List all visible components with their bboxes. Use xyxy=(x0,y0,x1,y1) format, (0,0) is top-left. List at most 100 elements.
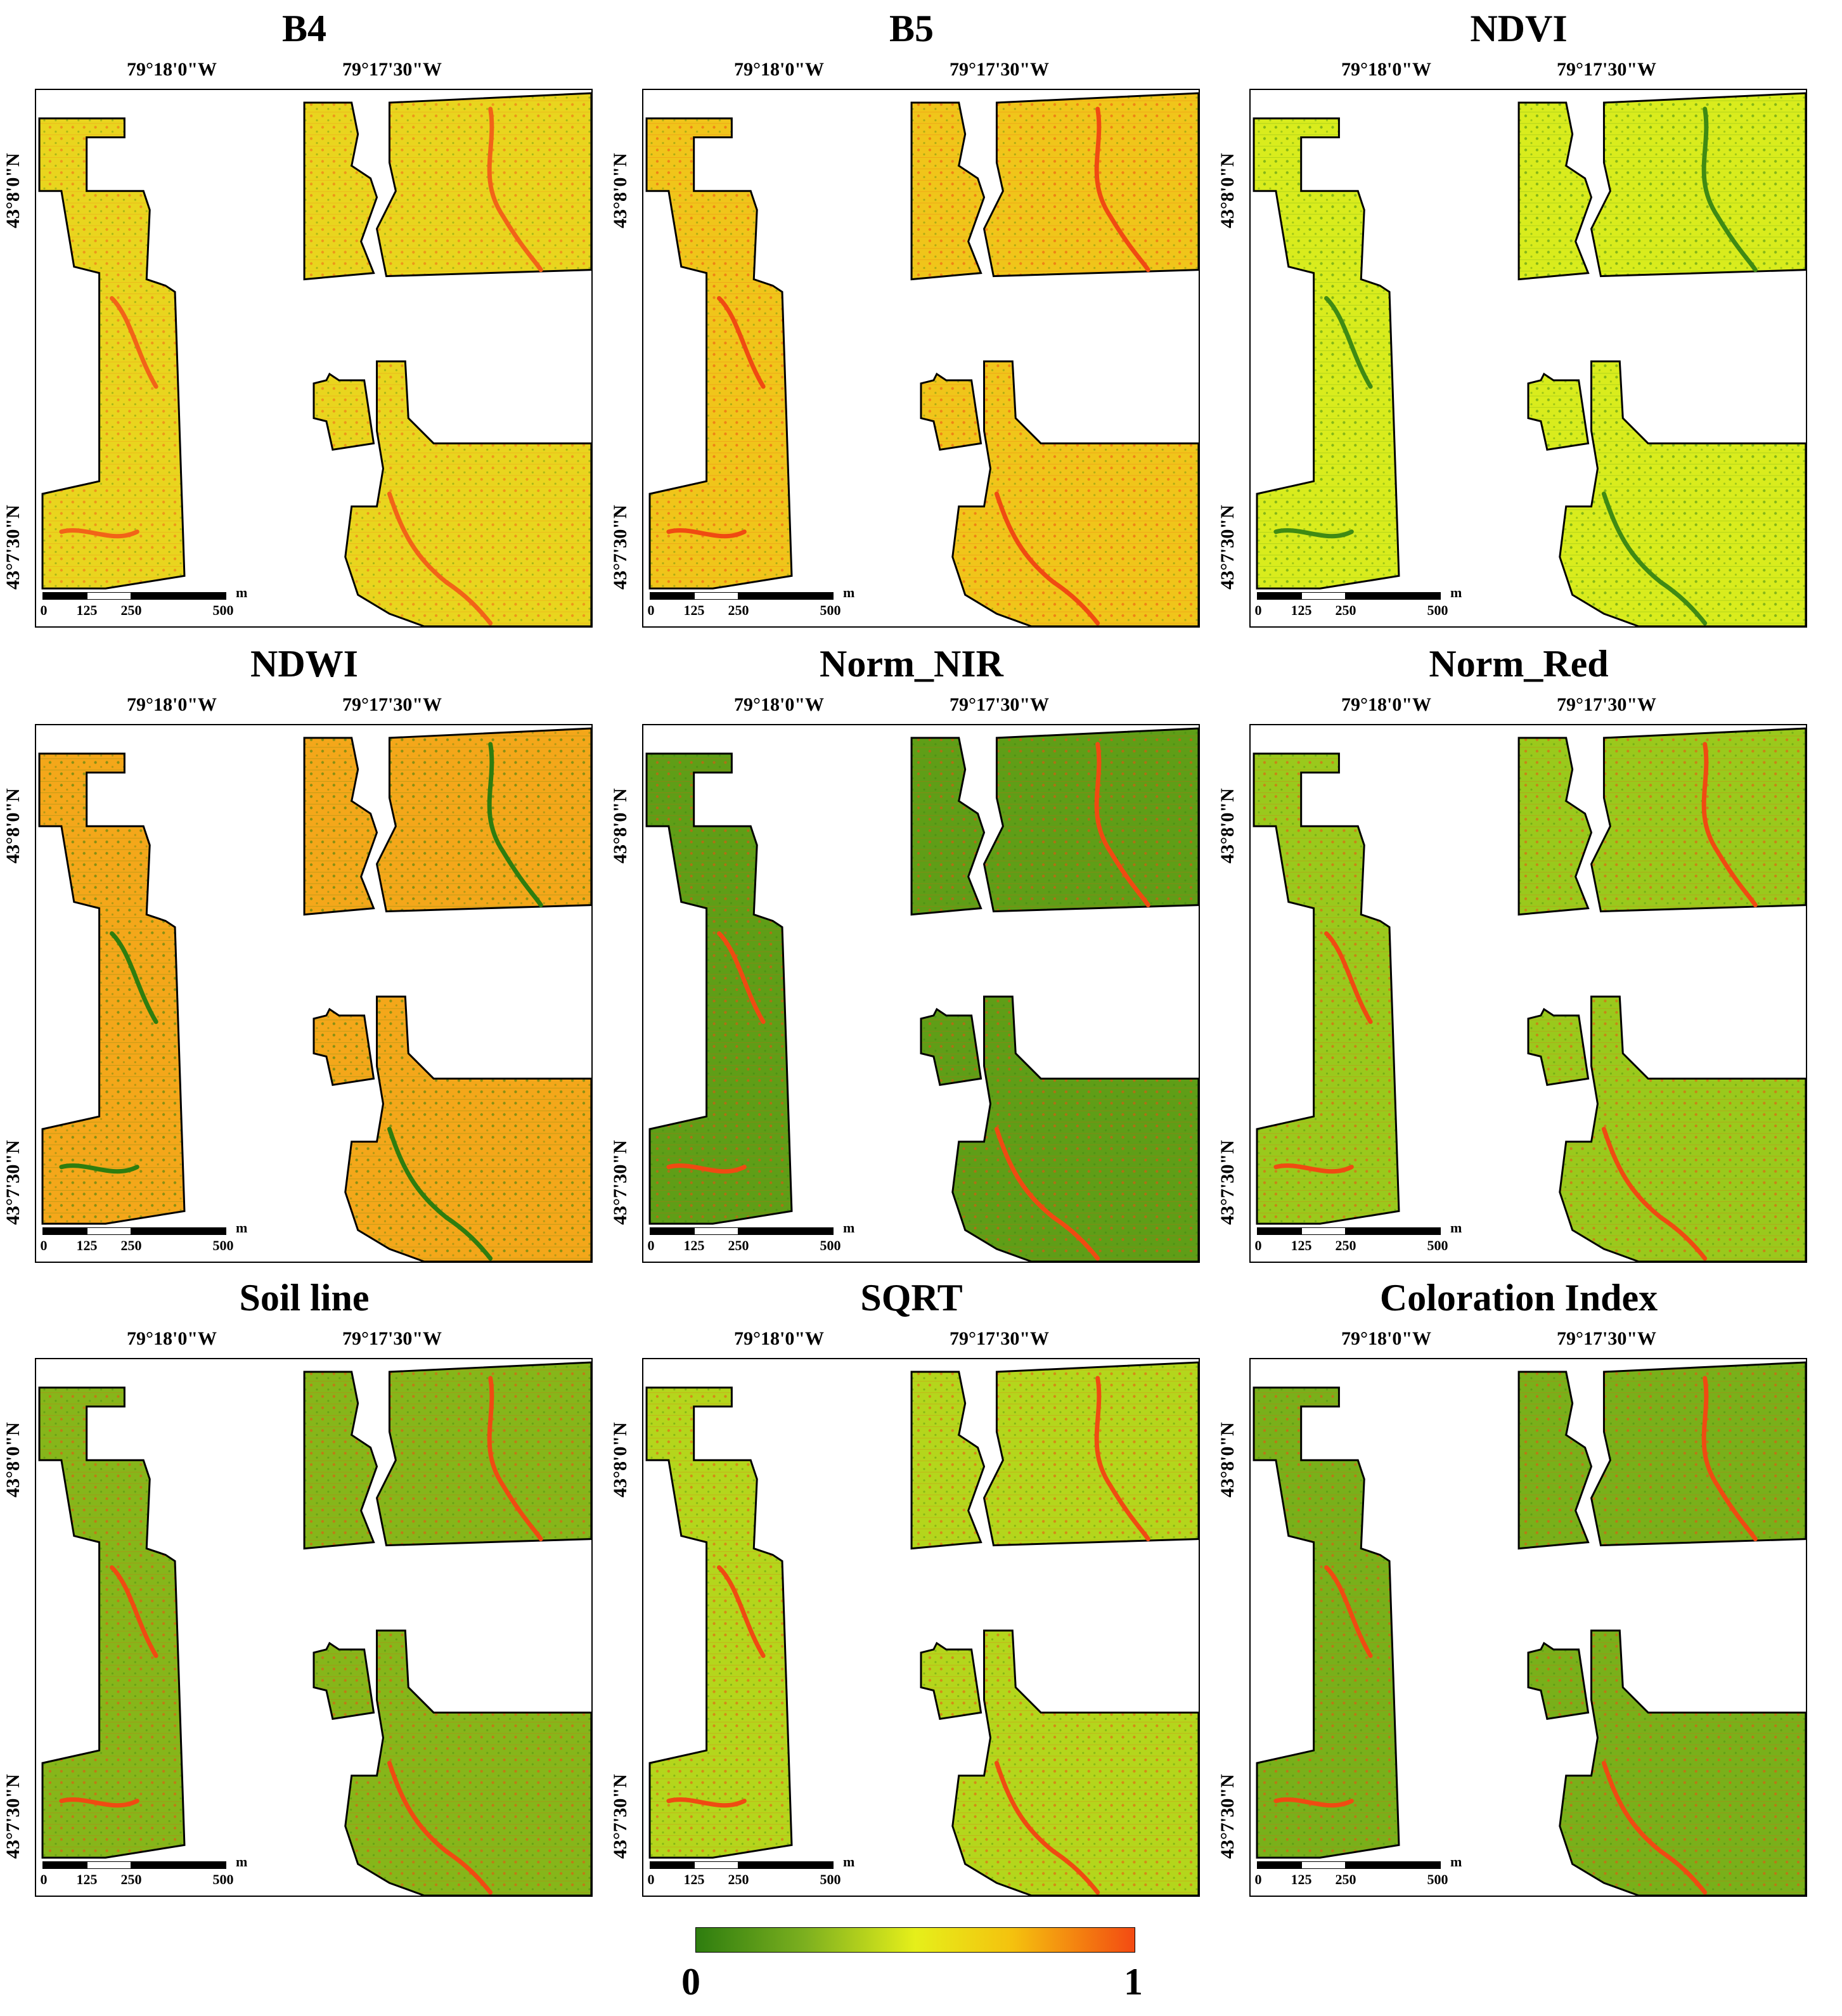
drainage-line xyxy=(1601,1761,1708,1895)
drainage-line xyxy=(1273,528,1354,539)
field-map xyxy=(1253,1361,1806,1896)
scale-tick: 0 xyxy=(40,1871,48,1887)
field-polygon xyxy=(312,1007,375,1087)
drainage-line xyxy=(1324,931,1373,1024)
field-polygon xyxy=(1559,995,1806,1262)
field-polygon xyxy=(1517,737,1593,916)
field-polygon xyxy=(344,360,591,626)
drainage-line xyxy=(387,491,493,626)
map-frame: m 0 125 250 500 xyxy=(1249,89,1807,628)
field-polygon xyxy=(982,727,1199,913)
panel-title: B5 xyxy=(889,8,934,49)
map-panel: SQRT 79°18'0"W 79°17'30"W 43°8'0"N 43°7'… xyxy=(607,1269,1216,1903)
longitude-label: 79°17'30"W xyxy=(1557,59,1656,80)
scale-bar: m 0 125 250 500 xyxy=(1255,1854,1462,1887)
scale-bar: m 0 125 250 500 xyxy=(41,1854,248,1887)
field-polygon xyxy=(375,92,591,278)
field-polygon xyxy=(1527,1007,1590,1087)
latitude-label: 43°7'30"N xyxy=(1217,1140,1238,1225)
field-polygon xyxy=(344,995,591,1262)
panel-title: SQRT xyxy=(860,1277,963,1319)
scale-tick: 125 xyxy=(1291,1237,1312,1253)
field-polygon xyxy=(1517,101,1593,281)
drainage-line xyxy=(1701,742,1758,908)
scale-tick: 250 xyxy=(728,1871,749,1887)
map-panel: NDWI 79°18'0"W 79°17'30"W 43°8'0"N 43°7'… xyxy=(0,635,609,1269)
latitude-label: 43°8'0"N xyxy=(3,788,23,863)
field-polygon xyxy=(1253,117,1400,590)
drainage-line xyxy=(487,1376,543,1542)
drainage-line xyxy=(994,1761,1100,1895)
field-polygon xyxy=(951,360,1199,626)
map-panel: Norm_NIR 79°18'0"W 79°17'30"W 43°8'0"N 4… xyxy=(607,635,1216,1269)
field-polygon xyxy=(645,117,793,590)
scale-tick: 250 xyxy=(120,1237,142,1253)
scale-bar: m 0 125 250 500 xyxy=(41,585,248,618)
latitude-label: 43°7'30"N xyxy=(3,505,23,590)
field-polygon xyxy=(303,737,378,916)
drainage-line xyxy=(1094,1376,1150,1542)
scale-tick: 0 xyxy=(40,602,48,618)
field-map xyxy=(1253,92,1806,626)
scale-tick: 500 xyxy=(1427,1237,1448,1253)
scale-tick: 250 xyxy=(728,1237,749,1253)
field-polygon xyxy=(1559,1629,1806,1896)
field-polygon xyxy=(1527,372,1590,451)
drainage-line xyxy=(666,1797,747,1808)
map-frame: m 0 125 250 500 xyxy=(1249,1358,1807,1897)
colorbar xyxy=(695,1927,1135,1953)
scale-tick: 250 xyxy=(120,602,142,618)
field-polygon xyxy=(1527,1641,1590,1721)
panel-title: Coloration Index xyxy=(1379,1277,1658,1319)
drainage-line xyxy=(717,931,766,1024)
field-polygon xyxy=(1253,753,1400,1225)
field-map xyxy=(38,727,591,1262)
scale-tick: 125 xyxy=(1291,1871,1312,1887)
drainage-line xyxy=(59,1163,139,1174)
longitude-label: 79°18'0"W xyxy=(734,694,824,715)
drainage-line xyxy=(487,107,543,273)
field-map xyxy=(645,1361,1199,1896)
field-polygon xyxy=(1590,727,1806,913)
longitude-label: 79°17'30"W xyxy=(342,59,442,80)
scale-tick: 125 xyxy=(76,1237,98,1253)
map-frame: m 0 125 250 500 xyxy=(35,1358,593,1897)
drainage-line xyxy=(387,1127,493,1261)
longitude-label: 79°17'30"W xyxy=(342,694,442,715)
longitude-label: 79°17'30"W xyxy=(1557,694,1656,715)
drainage-line xyxy=(110,931,158,1024)
scale-tick: 250 xyxy=(1335,1237,1356,1253)
drainage-line xyxy=(994,491,1100,626)
scale-bar: m 0 125 250 500 xyxy=(1255,585,1462,618)
latitude-label: 43°8'0"N xyxy=(3,153,23,228)
latitude-label: 43°7'30"N xyxy=(610,1774,631,1859)
drainage-line xyxy=(110,1565,158,1658)
panel-title: NDWI xyxy=(250,643,358,685)
field-polygon xyxy=(312,372,375,451)
field-map xyxy=(38,1361,591,1896)
scale-tick: 0 xyxy=(647,1871,655,1887)
drainage-line xyxy=(1273,1163,1354,1174)
latitude-label: 43°8'0"N xyxy=(3,1422,23,1497)
field-polygon xyxy=(312,1641,375,1721)
field-polygon xyxy=(303,101,378,281)
scale-unit: m xyxy=(843,1220,855,1236)
longitude-label: 79°17'30"W xyxy=(342,1328,442,1349)
latitude-label: 43°7'30"N xyxy=(610,1140,631,1225)
map-panel: NDVI 79°18'0"W 79°17'30"W 43°8'0"N 43°7'… xyxy=(1214,0,1823,634)
scale-unit: m xyxy=(236,1220,248,1236)
longitude-label: 79°17'30"W xyxy=(1557,1328,1656,1349)
scale-unit: m xyxy=(1450,1854,1462,1870)
scale-tick: 0 xyxy=(1254,1237,1262,1253)
scale-bar: m 0 125 250 500 xyxy=(648,1220,855,1253)
scale-unit: m xyxy=(843,585,855,600)
scale-tick: 500 xyxy=(212,1871,234,1887)
scale-tick: 125 xyxy=(683,602,705,618)
scale-tick: 0 xyxy=(40,1237,48,1253)
longitude-label: 79°18'0"W xyxy=(127,59,217,80)
field-polygon xyxy=(910,737,986,916)
field-polygon xyxy=(951,995,1199,1262)
scale-unit: m xyxy=(1450,1220,1462,1236)
scale-unit: m xyxy=(236,1854,248,1870)
field-polygon xyxy=(920,1641,982,1721)
